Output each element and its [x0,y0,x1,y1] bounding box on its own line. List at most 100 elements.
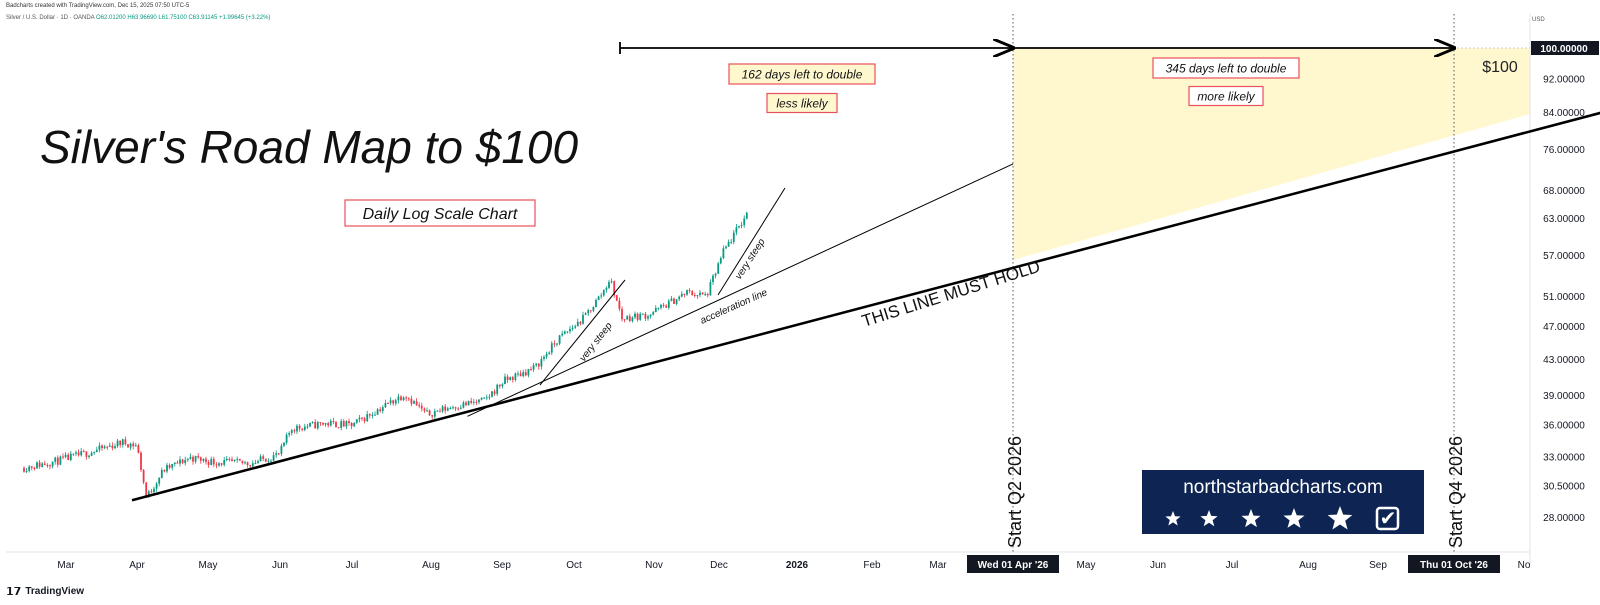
candle [582,314,584,324]
candle [33,467,36,469]
candle [327,423,330,426]
candle [275,453,278,456]
time-tick-label: Jun [272,560,288,571]
candle [283,442,285,446]
candle [67,454,70,461]
candle [657,307,660,309]
candle [353,422,356,427]
right-likelihood-label: more likely [1197,89,1255,103]
left-days-label: 162 days left to double [742,67,863,81]
candle [72,453,75,455]
candle [446,408,449,411]
ohlc-values: O62.01200 H63.96690 L61.75100 C63.91145 … [96,15,271,21]
candle [350,422,353,427]
candle [641,313,644,315]
time-tick-label: Sep [493,560,511,571]
candle [623,319,626,321]
candle [218,463,220,466]
candle [376,409,379,415]
subtitle-label: Daily Log Scale Chart [363,206,518,223]
candle [361,417,363,419]
candle [337,427,340,429]
candle [454,407,457,409]
candle [615,295,618,301]
candle [537,363,540,367]
time-tick-label: Thu 01 Oct '26 [1420,560,1488,571]
candle [316,422,319,429]
candle [743,218,746,226]
candle [140,452,142,470]
candle [207,461,210,465]
candle [501,384,504,387]
candle [483,397,486,399]
candle [49,465,51,467]
candle [173,462,176,464]
must-hold-label: THIS LINE MUST HOLD [859,257,1042,331]
candle [506,376,509,381]
candle [428,410,431,416]
candle [202,458,205,461]
price-tick-label: 100.00000 [1540,44,1588,55]
star-icon [1241,509,1261,528]
candle [410,398,413,404]
candle [374,414,376,416]
candle [319,422,322,424]
time-tick-label: 2026 [786,560,809,571]
candle [329,420,332,426]
candle [498,384,501,387]
candle [176,462,179,464]
candle [675,299,678,304]
candle [197,455,200,458]
candle [701,292,704,295]
chart-caption: Badcharts created with TradingView.com, … [6,3,190,9]
candle [548,352,551,355]
price-tick-label: 68.00000 [1543,186,1585,197]
candle [397,396,400,401]
candle [584,313,587,315]
time-tick-label: Oct [566,560,582,571]
candle [28,466,31,471]
candle [519,373,522,377]
candle [735,227,738,233]
candle [550,343,553,353]
left-likelihood-label-box [766,92,838,114]
candle [509,377,512,381]
candle [163,470,166,472]
candle [160,470,163,478]
candle [82,451,85,453]
candle [90,452,93,456]
candle [444,406,447,411]
candle [745,212,748,219]
candle [101,445,103,449]
candle [290,430,293,434]
candle [335,421,337,428]
candle [199,457,202,461]
candle [358,417,361,420]
candle [423,408,426,411]
candle [462,402,465,408]
candle [129,443,132,448]
candle [712,275,714,283]
candle [251,463,254,467]
candle [179,459,181,464]
candle [722,248,725,259]
candle [556,343,558,345]
tradingview-logo[interactable]: 𝟭𝟳 TradingView [6,585,84,598]
candle [223,460,226,465]
candle [355,419,358,423]
candle [706,294,709,296]
candle [342,421,345,427]
price-tick-label: 92.00000 [1543,75,1585,86]
candle [225,458,228,461]
star-icon [1200,510,1218,527]
time-tick-label: Mar [929,560,947,571]
candle [171,463,174,468]
candle [644,313,647,319]
candle [166,465,168,472]
candle [634,313,636,318]
candle [587,310,590,314]
candle [449,408,452,410]
candle [77,452,80,456]
price-tick-label: 28.00000 [1543,513,1585,524]
